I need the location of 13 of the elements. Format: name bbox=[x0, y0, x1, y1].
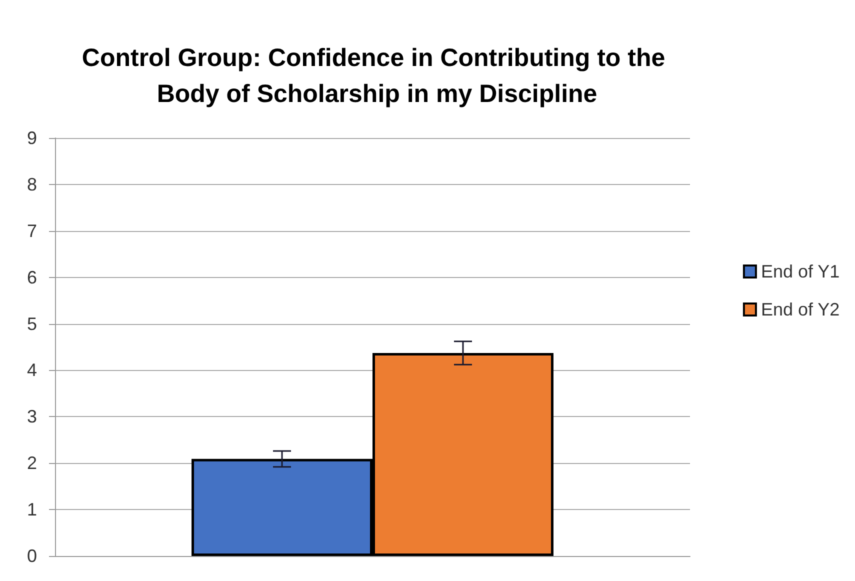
y-tick-label: 1 bbox=[26, 500, 37, 520]
chart-title: Control Group: Confidence in Contributing to the Body of Scholarship in my Discipline bbox=[82, 44, 672, 108]
legend-label: End of Y1 bbox=[760, 262, 840, 282]
y-tick-label: 8 bbox=[26, 174, 37, 194]
y-tick-label: 3 bbox=[26, 406, 37, 427]
legend-label: End of Y2 bbox=[760, 300, 840, 320]
y-tick-label: 5 bbox=[26, 314, 37, 334]
y-tick-label: 9 bbox=[26, 128, 37, 148]
y-tick-label: 2 bbox=[26, 453, 37, 474]
y-tick-label: 4 bbox=[26, 360, 37, 380]
y-tick-label: 0 bbox=[26, 546, 37, 566]
y-tick-label: 6 bbox=[26, 267, 37, 288]
y-tick-label: 7 bbox=[26, 220, 37, 241]
